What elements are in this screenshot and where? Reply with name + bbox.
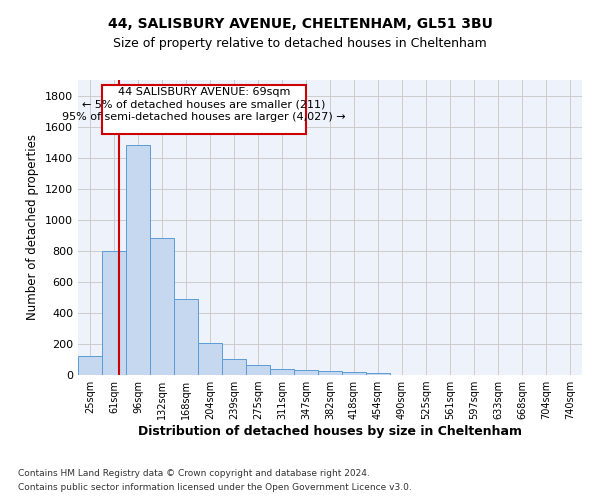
Bar xyxy=(318,371,342,375)
Bar xyxy=(126,145,150,375)
Bar xyxy=(222,358,246,375)
Text: Contains public sector information licensed under the Open Government Licence v3: Contains public sector information licen… xyxy=(18,484,412,492)
Bar xyxy=(102,251,126,375)
Text: 95% of semi-detached houses are larger (4,027) →: 95% of semi-detached houses are larger (… xyxy=(62,112,346,122)
Text: Contains HM Land Registry data © Crown copyright and database right 2024.: Contains HM Land Registry data © Crown c… xyxy=(18,468,370,477)
Bar xyxy=(78,356,102,375)
Bar xyxy=(342,372,366,375)
Y-axis label: Number of detached properties: Number of detached properties xyxy=(26,134,40,320)
Text: Size of property relative to detached houses in Cheltenham: Size of property relative to detached ho… xyxy=(113,38,487,51)
Bar xyxy=(246,365,270,375)
Text: 44, SALISBURY AVENUE, CHELTENHAM, GL51 3BU: 44, SALISBURY AVENUE, CHELTENHAM, GL51 3… xyxy=(107,18,493,32)
FancyBboxPatch shape xyxy=(102,84,306,134)
Bar xyxy=(150,238,174,375)
Text: ← 5% of detached houses are smaller (211): ← 5% of detached houses are smaller (211… xyxy=(82,99,326,109)
Text: 44 SALISBURY AVENUE: 69sqm: 44 SALISBURY AVENUE: 69sqm xyxy=(118,88,290,98)
Bar xyxy=(270,369,294,375)
Bar xyxy=(198,343,222,375)
X-axis label: Distribution of detached houses by size in Cheltenham: Distribution of detached houses by size … xyxy=(138,425,522,438)
Bar xyxy=(174,299,198,375)
Bar xyxy=(294,370,318,375)
Bar xyxy=(366,374,390,375)
